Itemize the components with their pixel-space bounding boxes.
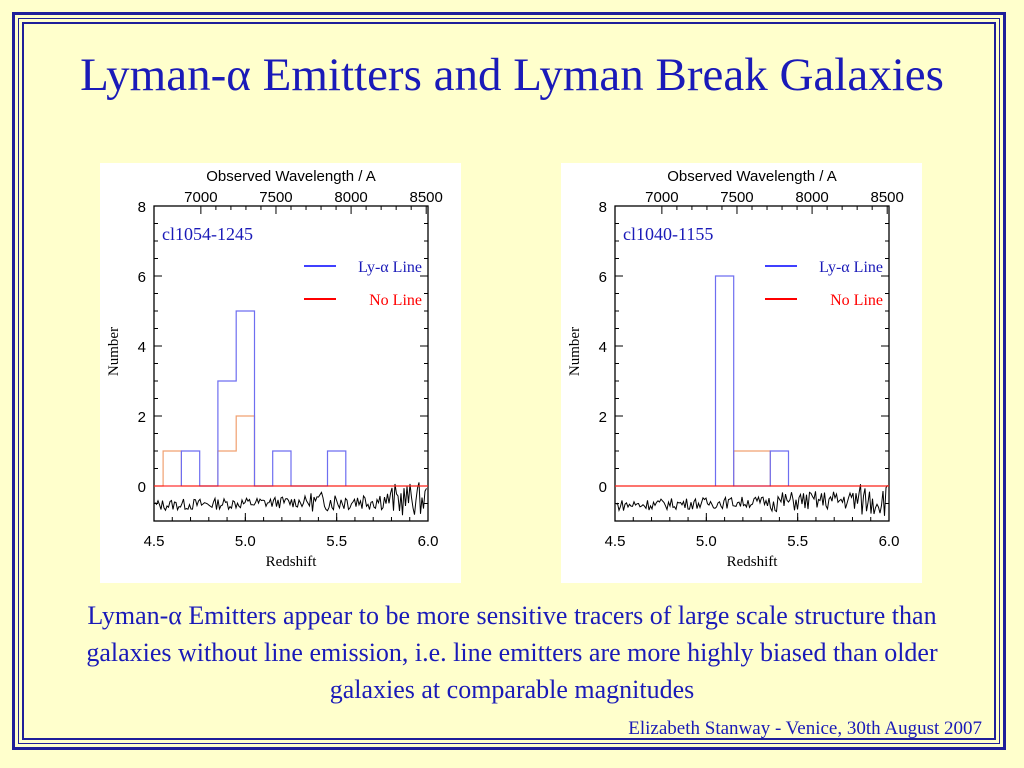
x-axis-label: Redshift [266,554,318,570]
histogram-ly-alpha [180,310,347,487]
plot-frame [614,205,890,522]
top-axis-tick-label: 7000 [645,189,678,206]
top-axis-tick-label: 8500 [410,189,443,206]
x-tick-label: 5.0 [696,533,717,550]
y-tick-label: 6 [599,269,607,286]
top-axis-tick-label: 7500 [720,189,753,206]
top-axis-tick-label: 8000 [334,189,367,206]
slide-frame-inner [22,22,996,740]
top-axis-tick-label: 7500 [259,189,292,206]
y-tick-label: 0 [599,479,607,496]
top-axis-title: Observed Wavelength / A [667,168,837,185]
x-tick-label: 6.0 [879,533,900,550]
y-tick-label: 8 [599,199,607,216]
y-axis-label: Number [106,327,122,376]
y-tick-label: 8 [138,199,146,216]
histogram-chart-right: 0 2 4 6 8 4.5 5.0 5.5 6.0 7000 7500 8000 8500 Observe… [567,168,904,570]
x-tick-label: 6.0 [418,533,439,550]
y-tick-label: 4 [599,339,607,356]
histogram-ly-alpha [714,275,790,487]
histogram-panel-right: 0 2 4 6 8 4.5 5.0 5.5 6.0 7000 7500 8000 8500 Observe… [561,163,922,583]
legend-label-no-line: No Line [830,292,883,309]
slide-frame-middle [18,18,1000,744]
slide-title: Lyman-α Emitters and Lyman Break Galaxie… [80,49,944,101]
spectrum-trace [154,482,427,516]
legend-label-no-line: No Line [369,292,422,309]
y-tick-label: 2 [138,409,146,426]
y-axis-label: Number [567,327,583,376]
y-tick-label: 2 [599,409,607,426]
spectrum-trace [615,484,888,516]
y-tick-label: 0 [138,479,146,496]
top-axis-title: Observed Wavelength / A [206,168,376,185]
top-axis-tick-label: 8000 [795,189,828,206]
legend-label-ly-alpha: Ly-α Line [819,259,883,276]
histogram-no-line [615,450,889,487]
y-tick-label: 6 [138,269,146,286]
top-axis-tick-label: 8500 [871,189,904,206]
slide-caption: Lyman-α Emitters appear to be more sensi… [86,601,938,704]
top-axis-tick-label: 7000 [184,189,217,206]
cluster-label: cl1040-1155 [623,224,713,244]
histogram-chart-left: 0 2 4 6 8 4.5 5.0 5.5 6.0 7000 7500 8000 8500 Observe… [106,168,443,570]
x-tick-label: 4.5 [144,533,165,550]
legend-label-ly-alpha: Ly-α Line [358,259,422,276]
x-tick-label: 5.5 [326,533,347,550]
y-tick-label: 4 [138,339,146,356]
x-tick-label: 5.5 [787,533,808,550]
slide-frame-outer [12,12,1006,750]
x-tick-label: 4.5 [605,533,626,550]
x-axis-label: Redshift [727,554,779,570]
x-tick-label: 5.0 [235,533,256,550]
cluster-label: cl1054-1245 [162,224,253,244]
slide-footer: Elizabeth Stanway - Venice, 30th August … [628,718,982,739]
histogram-panel-left: 0 2 4 6 8 4.5 5.0 5.5 6.0 7000 7500 8000 8500 Observe… [100,163,461,583]
